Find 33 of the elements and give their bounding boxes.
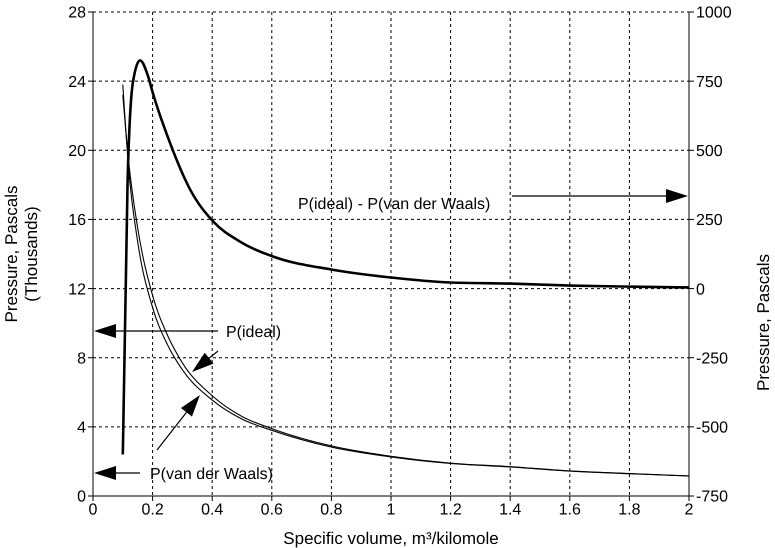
x-axis-title: Specific volume, m³/kilomole [283, 529, 499, 548]
x-tick-label: 2 [684, 501, 694, 518]
x-tick-label: 0.8 [320, 501, 343, 518]
y2-tick-label: 0 [696, 281, 705, 298]
y2-tick-label: 250 [696, 212, 723, 230]
y2-tick-label: -500 [696, 420, 728, 437]
x-tick-label: 1.4 [499, 501, 522, 518]
annotation: P(van der Waals) [150, 466, 273, 483]
x-tick-label: 1 [386, 501, 396, 518]
y-tick-label: 28 [68, 4, 86, 22]
y-axis-title: Pressure, Pascals (Thousands) [2, 186, 41, 322]
x-tick-label: 0.2 [141, 501, 164, 518]
y2-tick-label: 750 [696, 74, 723, 91]
y-tick-label: 20 [68, 142, 86, 160]
y-tick-label: 12 [68, 281, 86, 298]
y2-tick-label: 1000 [696, 4, 732, 22]
x-tick-label: 0.4 [201, 501, 224, 518]
y2-tick-label: -250 [696, 350, 728, 368]
y2-tick-label: 500 [696, 142, 723, 160]
y-tick-label: 16 [68, 212, 86, 230]
x-tick-label: 1.6 [558, 501, 582, 518]
y-tick-label: 24 [68, 74, 86, 91]
y-tick-label: 0 [77, 488, 86, 506]
x-tick-label: 0 [88, 501, 98, 518]
annotation: P(ideal) [226, 324, 282, 341]
y2-tick-label: -750 [696, 488, 728, 506]
y-tick-label: 8 [77, 350, 86, 368]
annotation: P(ideal) - P(van der Waals) [298, 196, 490, 213]
x-tick-label: 1.8 [618, 501, 641, 518]
y-tick-label: 4 [77, 420, 86, 437]
y2-axis-title: Pressure, Pascals [754, 254, 774, 391]
x-tick-label: 1.2 [439, 501, 462, 518]
x-tick-label: 0.6 [260, 501, 284, 518]
